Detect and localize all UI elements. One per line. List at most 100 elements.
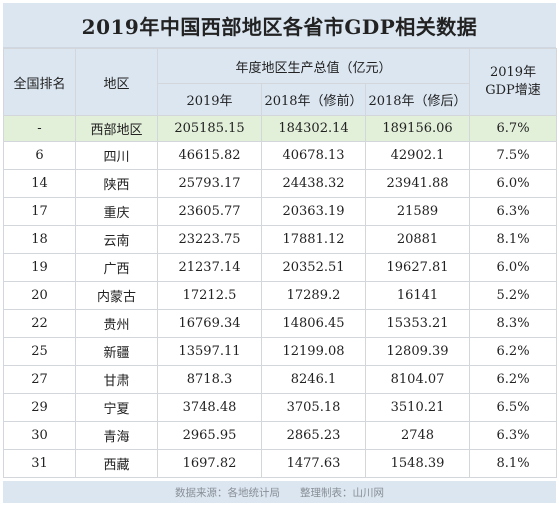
cell-2018-before: 8246.1 [261, 365, 366, 394]
cell-region: 甘肃 [75, 365, 158, 394]
cell-region: 四川 [75, 141, 158, 170]
table-row: 14 陕西 25793.17 24438.32 23941.88 6.0% [3, 169, 558, 198]
summary-growth: 6.7% [469, 115, 558, 142]
header-growth: 2019年GDP增速 [469, 48, 558, 116]
cell-2019: 3748.48 [157, 393, 262, 422]
cell-2018-before: 2865.23 [261, 421, 366, 450]
footer-maker: 整理制表：山川网 [300, 486, 384, 499]
table-row: 17 重庆 23605.77 20363.19 21589 6.3% [3, 197, 558, 226]
cell-region: 青海 [75, 421, 158, 450]
cell-growth: 8.1% [469, 225, 558, 254]
cell-rank: 30 [3, 421, 76, 450]
cell-2019: 17212.5 [157, 281, 262, 310]
cell-2018-after: 42902.1 [364, 141, 471, 170]
cell-2018-before: 12199.08 [261, 337, 366, 366]
header-2018-before: 2018年（修前） [261, 83, 366, 116]
cell-2018-after: 19627.81 [364, 253, 471, 282]
table-row: 25 新疆 13597.11 12199.08 12809.39 6.2% [3, 337, 558, 366]
cell-rank: 29 [3, 393, 76, 422]
cell-2018-before: 40678.13 [261, 141, 366, 170]
cell-rank: 22 [3, 309, 76, 338]
gdp-table: 全国排名 地区 年度地区生产总值（亿元） 2019年GDP增速 2019年 20… [3, 48, 558, 478]
cell-region: 新疆 [75, 337, 158, 366]
cell-growth: 6.0% [469, 169, 558, 198]
cell-2018-after: 23941.88 [364, 169, 471, 198]
cell-2019: 2965.95 [157, 421, 262, 450]
cell-growth: 6.2% [469, 365, 558, 394]
cell-2018-before: 17881.12 [261, 225, 366, 254]
cell-rank: 14 [3, 169, 76, 198]
table-row: 6 四川 46615.82 40678.13 42902.1 7.5% [3, 141, 558, 170]
cell-growth: 6.2% [469, 337, 558, 366]
cell-rank: 6 [3, 141, 76, 170]
cell-region: 广西 [75, 253, 158, 282]
cell-2018-after: 1548.39 [364, 449, 471, 478]
cell-2019: 13597.11 [157, 337, 262, 366]
table-row: 22 贵州 16769.34 14806.45 15353.21 8.3% [3, 309, 558, 338]
summary-row: - 西部地区 205185.15 184302.14 189156.06 6.7… [3, 115, 558, 142]
cell-2018-after: 16141 [364, 281, 471, 310]
cell-2018-before: 3705.18 [261, 393, 366, 422]
cell-2018-before: 1477.63 [261, 449, 366, 478]
cell-growth: 5.2% [469, 281, 558, 310]
table-row: 29 宁夏 3748.48 3705.18 3510.21 6.5% [3, 393, 558, 422]
footer-source: 数据来源：各地统计局 [175, 486, 280, 499]
cell-2018-after: 15353.21 [364, 309, 471, 338]
cell-region: 贵州 [75, 309, 158, 338]
cell-2018-after: 8104.07 [364, 365, 471, 394]
table-row: 20 内蒙古 17212.5 17289.2 16141 5.2% [3, 281, 558, 310]
cell-2019: 23223.75 [157, 225, 262, 254]
table-row: 19 广西 21237.14 20352.51 19627.81 6.0% [3, 253, 558, 282]
table-row: 31 西藏 1697.82 1477.63 1548.39 8.1% [3, 449, 558, 478]
cell-region: 内蒙古 [75, 281, 158, 310]
cell-2019: 16769.34 [157, 309, 262, 338]
cell-growth: 6.3% [469, 421, 558, 450]
cell-rank: 31 [3, 449, 76, 478]
cell-rank: 17 [3, 197, 76, 226]
header-rank: 全国排名 [3, 48, 76, 116]
cell-rank: 25 [3, 337, 76, 366]
cell-region: 陕西 [75, 169, 158, 198]
header-region: 地区 [75, 48, 158, 116]
header-2018-after: 2018年（修后） [364, 83, 471, 116]
summary-2019: 205185.15 [157, 115, 262, 142]
cell-2019: 8718.3 [157, 365, 262, 394]
cell-growth: 6.0% [469, 253, 558, 282]
summary-2018-before: 184302.14 [261, 115, 366, 142]
cell-growth: 8.1% [469, 449, 558, 478]
header-2019: 2019年 [157, 83, 262, 116]
cell-2019: 23605.77 [157, 197, 262, 226]
cell-growth: 8.3% [469, 309, 558, 338]
cell-region: 云南 [75, 225, 158, 254]
cell-2018-after: 20881 [364, 225, 471, 254]
cell-2018-before: 14806.45 [261, 309, 366, 338]
cell-2018-before: 17289.2 [261, 281, 366, 310]
cell-growth: 7.5% [469, 141, 558, 170]
cell-rank: 19 [3, 253, 76, 282]
cell-2019: 21237.14 [157, 253, 262, 282]
cell-region: 西藏 [75, 449, 158, 478]
cell-2018-after: 12809.39 [364, 337, 471, 366]
cell-growth: 6.5% [469, 393, 558, 422]
header-gross-group: 年度地区生产总值（亿元） [156, 48, 471, 84]
table-footer: 数据来源：各地统计局 整理制表：山川网 [3, 481, 556, 503]
cell-2018-before: 24438.32 [261, 169, 366, 198]
table-row: 18 云南 23223.75 17881.12 20881 8.1% [3, 225, 558, 254]
header-growth-label: 2019年GDP增速 [485, 65, 541, 98]
summary-rank: - [3, 115, 76, 142]
cell-rank: 18 [3, 225, 76, 254]
table-row: 27 甘肃 8718.3 8246.1 8104.07 6.2% [3, 365, 558, 394]
cell-growth: 6.3% [469, 197, 558, 226]
summary-region: 西部地区 [75, 115, 158, 142]
cell-2018-before: 20363.19 [261, 197, 366, 226]
cell-2018-before: 20352.51 [261, 253, 366, 282]
table-title: 2019年中国西部地区各省市GDP相关数据 [3, 3, 556, 48]
cell-2019: 1697.82 [157, 449, 262, 478]
table-row: 30 青海 2965.95 2865.23 2748 6.3% [3, 421, 558, 450]
cell-2018-after: 2748 [364, 421, 471, 450]
cell-2019: 25793.17 [157, 169, 262, 198]
summary-2018-after: 189156.06 [364, 115, 471, 142]
cell-rank: 27 [3, 365, 76, 394]
cell-2019: 46615.82 [157, 141, 262, 170]
